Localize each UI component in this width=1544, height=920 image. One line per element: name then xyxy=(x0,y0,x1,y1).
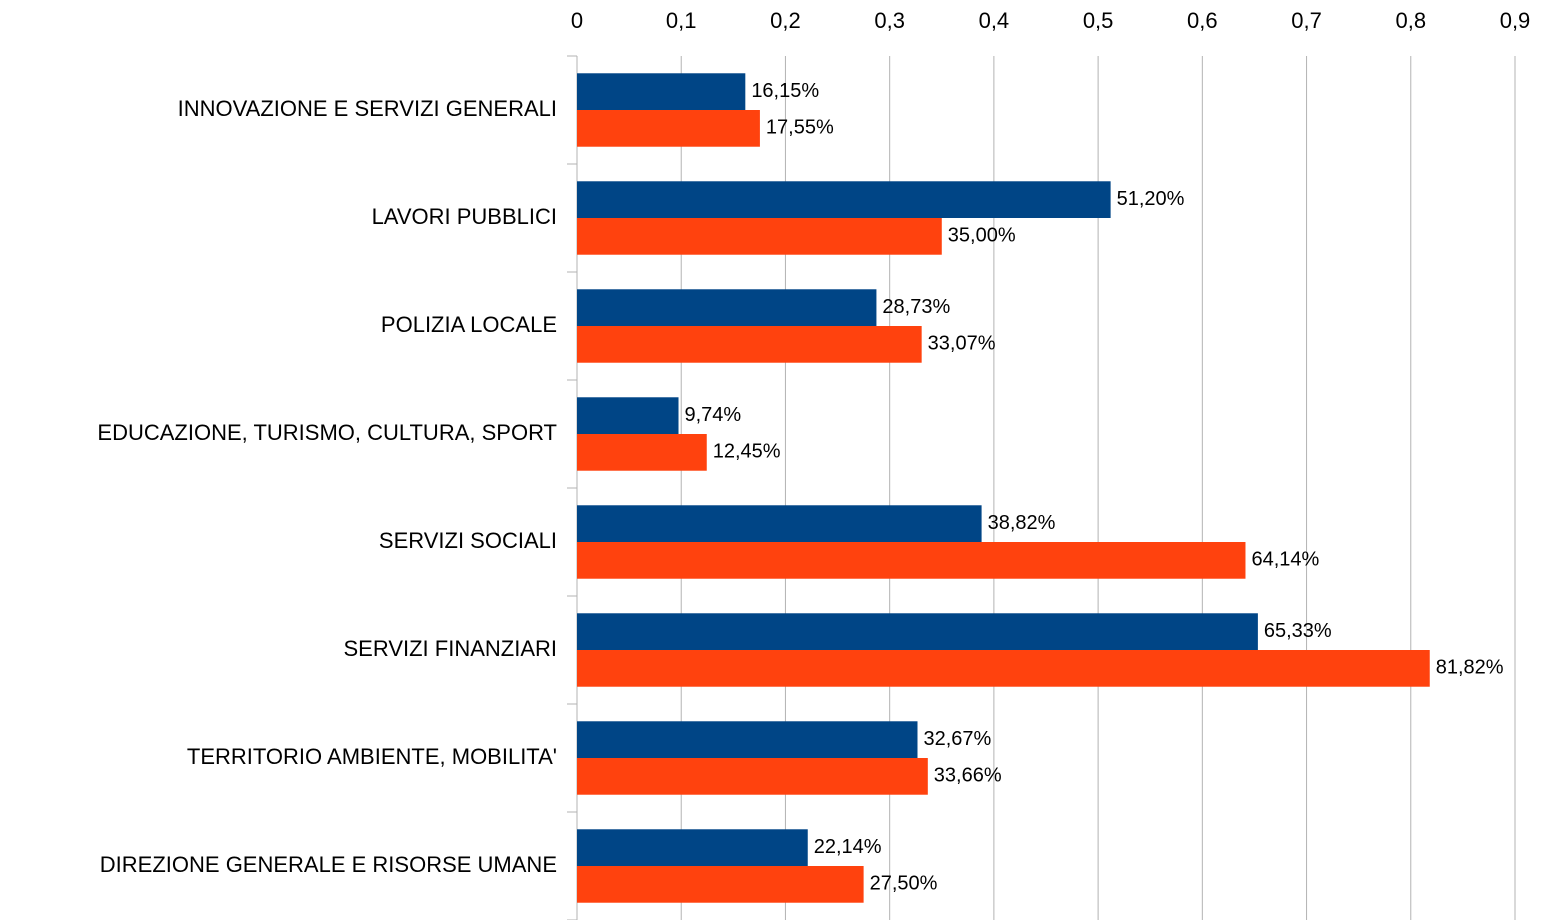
x-tick-label: 0,4 xyxy=(979,8,1010,33)
bar xyxy=(577,326,922,363)
value-label: 17,55% xyxy=(766,117,834,139)
value-label: 28,73% xyxy=(882,296,950,318)
x-tick-label: 0,3 xyxy=(874,8,905,33)
bar xyxy=(577,542,1246,579)
bar xyxy=(577,650,1430,687)
bar xyxy=(577,434,707,471)
bar xyxy=(577,73,746,110)
bar xyxy=(577,866,864,903)
x-tick-label: 0,7 xyxy=(1291,8,1322,33)
x-tick-label: 0,9 xyxy=(1500,8,1531,33)
bar xyxy=(577,218,942,255)
value-label: 16,15% xyxy=(751,80,819,102)
category-label: INNOVAZIONE E SERVIZI GENERALI xyxy=(178,96,557,121)
bar xyxy=(577,397,679,434)
category-label: LAVORI PUBBLICI xyxy=(372,204,557,229)
x-tick-label: 0,5 xyxy=(1083,8,1114,33)
category-label: EDUCAZIONE, TURISMO, CULTURA, SPORT xyxy=(97,420,557,445)
category-label: SERVIZI SOCIALI xyxy=(379,528,557,553)
value-label: 81,82% xyxy=(1436,657,1504,679)
category-label: DIREZIONE GENERALE E RISORSE UMANE xyxy=(100,852,557,877)
bar xyxy=(577,721,918,758)
value-label: 32,67% xyxy=(923,728,991,750)
value-label: 35,00% xyxy=(948,225,1016,247)
value-label: 64,14% xyxy=(1251,549,1319,571)
bar xyxy=(577,289,877,326)
x-tick-label: 0,8 xyxy=(1395,8,1426,33)
value-label: 33,07% xyxy=(928,333,996,355)
value-label: 9,74% xyxy=(685,404,742,426)
category-label: SERVIZI FINANZIARI xyxy=(343,636,557,661)
value-label: 22,14% xyxy=(814,836,882,858)
category-label: POLIZIA LOCALE xyxy=(381,312,557,337)
value-label: 65,33% xyxy=(1264,620,1332,642)
x-tick-label: 0,6 xyxy=(1187,8,1218,33)
x-tick-label: 0,1 xyxy=(666,8,697,33)
bar xyxy=(577,613,1258,650)
category-label: TERRITORIO AMBIENTE, MOBILITA' xyxy=(187,744,557,769)
value-label: 33,66% xyxy=(934,765,1002,787)
bar xyxy=(577,505,982,542)
value-label: 27,50% xyxy=(870,873,938,895)
bar xyxy=(577,829,808,866)
x-tick-label: 0,2 xyxy=(770,8,801,33)
bar xyxy=(577,181,1111,218)
value-label: 12,45% xyxy=(713,441,781,463)
bar xyxy=(577,758,928,795)
value-label: 38,82% xyxy=(988,512,1056,534)
bar xyxy=(577,110,760,147)
value-label: 51,20% xyxy=(1117,188,1185,210)
x-tick-label: 0 xyxy=(571,8,583,33)
